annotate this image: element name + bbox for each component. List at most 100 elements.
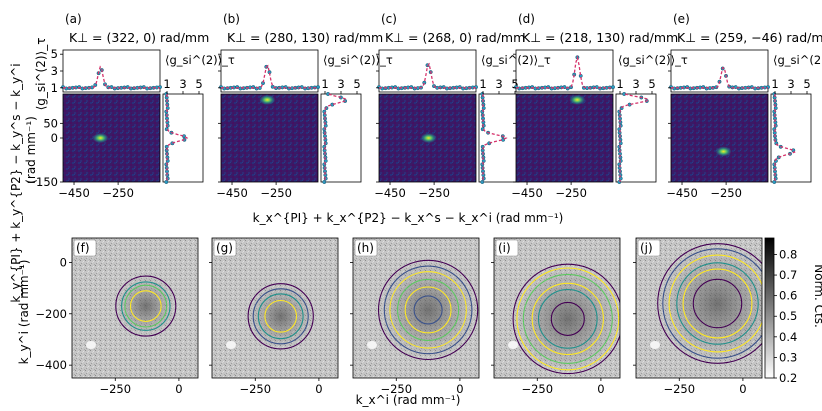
x-tick-label: −250 bbox=[418, 186, 450, 200]
x-tick-label: −250 bbox=[102, 186, 134, 200]
g2-axis-label: ⟨g_si^(2)⟩_τ bbox=[165, 53, 235, 67]
fit-ring bbox=[247, 283, 314, 350]
ring-group bbox=[512, 263, 620, 375]
colorbar-tick-label: 0.6 bbox=[779, 289, 797, 303]
y-tick-label: 50 bbox=[43, 116, 58, 130]
panel-title: K⊥ = (322, 0) rad/mm bbox=[69, 30, 209, 45]
colorbar-gradient bbox=[764, 237, 775, 379]
g2-fit-line bbox=[379, 62, 476, 89]
fit-ring bbox=[657, 243, 762, 364]
x-tick-label: −250 bbox=[555, 186, 587, 200]
bottom-xlabel: k_x^i (rad mm⁻¹) bbox=[356, 393, 461, 407]
bottom-panel-4: (i) −250 0 bbox=[491, 237, 623, 396]
g2-tick-label: 3 bbox=[632, 77, 639, 91]
panel-label: (h) bbox=[357, 241, 374, 255]
g2-tick-label: 1 bbox=[616, 77, 623, 91]
g2-tick-label: 5 bbox=[195, 77, 202, 91]
fit-ring bbox=[264, 299, 298, 333]
g2-tick-label: 1 bbox=[479, 77, 486, 91]
intensity-blob bbox=[248, 283, 314, 349]
colorbar-tick-label: 0.2 bbox=[779, 371, 797, 385]
g2-fit-line bbox=[619, 93, 650, 182]
top-panels: (a)K⊥ = (322, 0) rad/mm−450 −250500−15013… bbox=[26, 12, 822, 200]
panel-label: (e) bbox=[673, 12, 690, 26]
label-box bbox=[213, 239, 237, 257]
g2-data-point bbox=[618, 176, 623, 181]
x-tick-label: 0 bbox=[315, 382, 322, 396]
heatmap-background bbox=[63, 94, 160, 182]
ring-group bbox=[247, 283, 314, 350]
panel-label: (d) bbox=[518, 12, 535, 26]
fit-ring bbox=[383, 265, 473, 355]
top-xlabel: k_x^{PI} + k_x^{P2} − k_x^s − k_x^i (rad… bbox=[253, 211, 564, 225]
correlation-peak bbox=[715, 146, 732, 157]
colorbar-tick-label: 0.4 bbox=[779, 330, 797, 344]
marginal-x-frame bbox=[378, 49, 477, 93]
g2-data-point bbox=[772, 180, 777, 184]
y-tick-label: −200 bbox=[35, 307, 67, 321]
fit-ring bbox=[662, 248, 762, 359]
label-box bbox=[637, 239, 661, 257]
g2-axis-label: ⟨g_si^(2)⟩_τ bbox=[773, 53, 822, 67]
correlation-peak bbox=[259, 94, 276, 105]
g2-fit-line bbox=[774, 94, 796, 182]
x-tick-label: −250 bbox=[663, 382, 695, 396]
x-tick-label: −450 bbox=[511, 186, 543, 200]
g2-fit-line bbox=[482, 94, 508, 182]
bottom-panel-5: (j) −250 0 bbox=[633, 237, 778, 396]
intensity-blob bbox=[657, 243, 778, 364]
panel-label: (c) bbox=[381, 12, 397, 26]
bright-speck bbox=[86, 341, 96, 349]
g2-tick-label: 1 bbox=[321, 77, 328, 91]
heatmap-background bbox=[516, 94, 613, 182]
ring-group bbox=[115, 275, 177, 337]
bottom-panels: (f) −250 0 0 −200 −400 (g) −250 0 (h) −250 0 (i) −250… bbox=[35, 237, 778, 396]
panel-label: (i) bbox=[498, 241, 511, 255]
intensity-blob bbox=[378, 260, 478, 360]
bright-speck bbox=[508, 341, 518, 349]
g2-tick-label: 3 bbox=[179, 77, 186, 91]
g2-fit-line bbox=[324, 93, 348, 182]
fit-ring bbox=[516, 267, 620, 371]
fit-ring bbox=[121, 281, 171, 331]
g2-data-point bbox=[481, 106, 486, 111]
g2-fit-line bbox=[221, 64, 318, 89]
x-tick-label: −450 bbox=[58, 186, 90, 200]
fit-ring bbox=[115, 275, 177, 337]
colorbar-tick-label: 0.7 bbox=[779, 268, 797, 282]
label-box bbox=[73, 239, 97, 257]
top-panel-3: (c)K⊥ = (268, 0) rad/mm−450 −250⟨g_si^(2)… bbox=[374, 12, 551, 200]
top-ylabel-line2: (rad mm⁻¹) bbox=[24, 116, 38, 184]
heatmap-background bbox=[671, 94, 768, 182]
top-panel-1: (a)K⊥ = (322, 0) rad/mm−450 −250500−15013… bbox=[26, 12, 234, 200]
fit-ring bbox=[682, 268, 753, 339]
g2-axis-label: ⟨g_si^(2)⟩_τ bbox=[323, 53, 393, 67]
x-tick-label: −450 bbox=[374, 186, 406, 200]
fit-ring bbox=[531, 282, 604, 356]
fit-ring bbox=[377, 259, 479, 361]
top-ylabel-line1: k_y^{PI} + k_y^{P2} − k_y^s − k_y^i bbox=[9, 63, 23, 302]
bottom-panel-3: (h) −250 0 bbox=[350, 237, 480, 396]
panel-title: K⊥ = (280, 130) rad/mm bbox=[227, 30, 383, 45]
top-panel-5: (e) K⊥ = (259, −46) rad/mm −450 −250 ⟨g_si^(… bbox=[666, 12, 822, 200]
panel-title: K⊥ = (218, 130) rad/mm bbox=[522, 30, 678, 45]
label-box bbox=[495, 239, 519, 257]
image-frame bbox=[352, 237, 480, 379]
fit-ring bbox=[404, 286, 452, 334]
panel-title: K⊥ = (268, 0) rad/mm bbox=[385, 30, 525, 45]
fit-ring bbox=[257, 293, 304, 340]
correlation-peak bbox=[569, 94, 586, 105]
g2-data-point bbox=[165, 106, 170, 111]
x-tick-label: 0 bbox=[597, 382, 604, 396]
x-tick-label: −250 bbox=[99, 382, 131, 396]
g2-ylabel: ⟨g_si^(2)⟩_τ bbox=[34, 38, 48, 111]
x-tick-label: −250 bbox=[239, 382, 271, 396]
panel-title: K⊥ = (259, −46) rad/mm bbox=[677, 30, 822, 45]
x-tick-label: −250 bbox=[380, 382, 412, 396]
g2-tick-label: 5 bbox=[648, 77, 655, 91]
bright-speck bbox=[367, 341, 377, 349]
image-frame bbox=[493, 237, 621, 379]
g2-data-point bbox=[322, 180, 327, 184]
g2-data-point bbox=[611, 85, 615, 90]
